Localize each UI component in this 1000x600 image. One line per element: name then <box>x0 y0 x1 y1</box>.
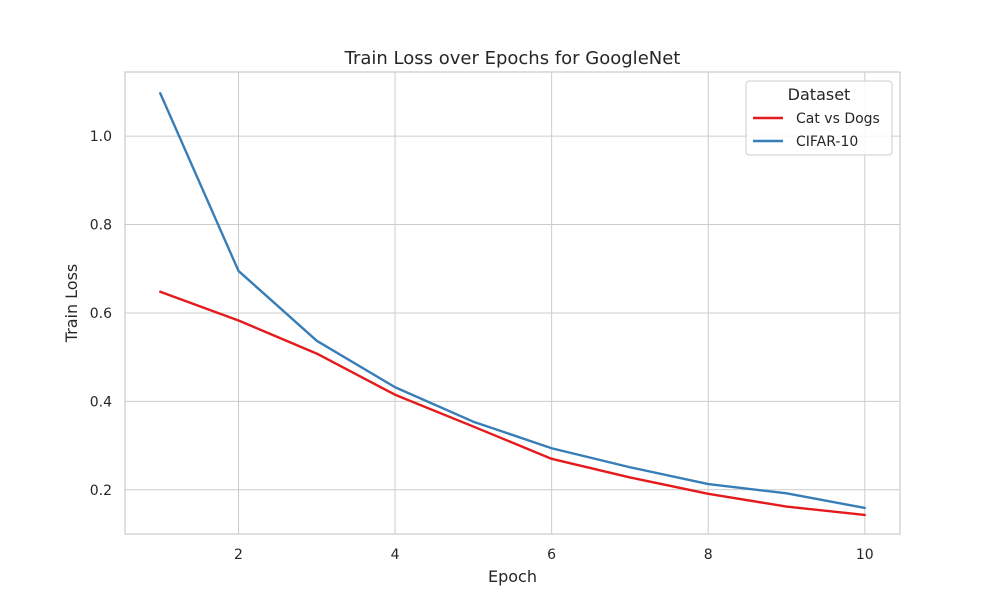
y-tick-label: 0.6 <box>90 306 112 322</box>
x-axis-ticks: 2 4 6 8 10 <box>234 547 874 563</box>
x-tick-label: 4 <box>391 547 400 563</box>
legend-label: CIFAR-10 <box>796 134 858 150</box>
y-tick-label: 0.4 <box>90 394 112 410</box>
plot-area-frame <box>124 71 901 535</box>
legend-title: Dataset <box>788 85 851 104</box>
legend: Dataset Cat vs Dogs CIFAR-10 <box>745 80 893 156</box>
y-tick-label: 0.2 <box>90 483 112 499</box>
chart-title: Train Loss over Epochs for GoogleNet <box>344 48 681 69</box>
series-line-cat-vs-dogs <box>159 290 866 517</box>
legend-box <box>745 80 893 156</box>
x-tick-label: 8 <box>704 547 713 563</box>
x-tick-label: 6 <box>547 547 556 563</box>
x-axis-label: Epoch <box>488 567 537 586</box>
series-layer <box>159 92 866 517</box>
x-tick-label: 10 <box>856 547 874 563</box>
x-tick-label: 2 <box>234 547 243 563</box>
series-line-cifar-10 <box>159 92 866 510</box>
y-tick-label: 0.8 <box>90 218 112 234</box>
legend-items: Cat vs Dogs CIFAR-10 <box>753 111 880 150</box>
y-tick-label: 1.0 <box>90 129 112 145</box>
y-axis-label: Train Loss <box>62 264 81 344</box>
legend-label: Cat vs Dogs <box>796 111 880 127</box>
y-axis-ticks: 0.2 0.4 0.6 0.8 1.0 <box>90 129 112 499</box>
